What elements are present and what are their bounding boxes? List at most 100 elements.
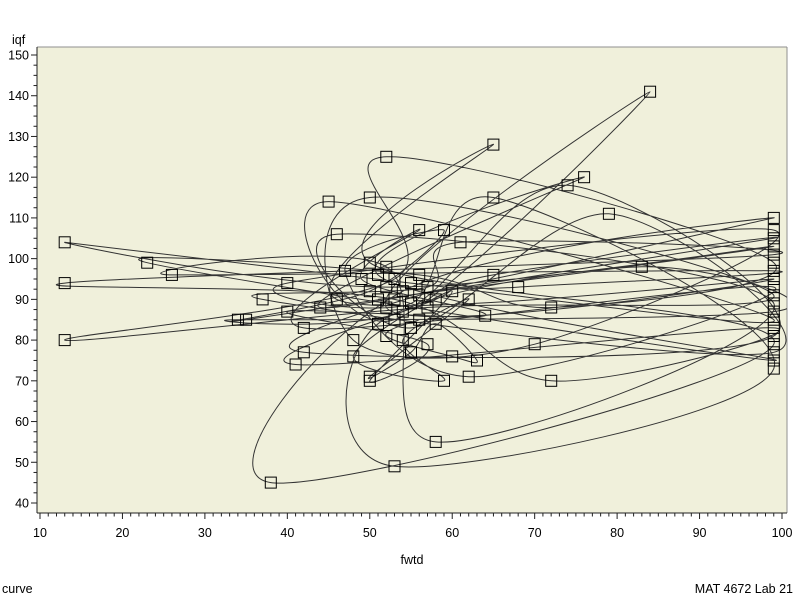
y-tick-label: 140 (8, 89, 29, 103)
y-axis-title: iqf (12, 33, 26, 47)
data-point-marker (413, 289, 426, 302)
data-point-marker (347, 350, 360, 363)
data-point-marker (545, 374, 558, 387)
data-point-marker (330, 228, 343, 241)
data-point-marker (322, 195, 335, 208)
data-point-marker (297, 346, 310, 359)
data-point-marker (438, 374, 450, 387)
data-point-marker (462, 293, 475, 306)
plot-caption: curve (2, 582, 33, 596)
data-point-marker (429, 293, 442, 306)
scatter-curve-chart: 10 20 30 40 50 60 70 80 90 100 40 50 60 70 80 90 100 110 1… (8, 46, 793, 540)
data-point-marker (413, 313, 426, 326)
data-point-marker (487, 268, 500, 281)
data-point-marker (767, 248, 780, 261)
data-point-marker (767, 273, 780, 285)
data-point-marker (635, 260, 648, 273)
data-point-marker (165, 268, 178, 281)
data-point-marker (240, 313, 253, 326)
data-point-marker (380, 301, 393, 314)
data-point-marker (644, 85, 657, 98)
data-point-marker (231, 313, 244, 326)
data-point-marker (388, 460, 401, 473)
data-point-marker (767, 362, 780, 375)
y-tick-label: 70 (15, 374, 29, 388)
marker-layer (58, 85, 780, 489)
x-tick-label: 20 (115, 526, 129, 540)
data-point-marker (314, 301, 327, 314)
data-point-marker (405, 346, 417, 359)
data-point-marker (767, 338, 780, 351)
data-point-marker (355, 273, 368, 285)
data-point-marker (454, 236, 467, 249)
data-point-marker (446, 285, 459, 298)
data-point-marker (578, 171, 591, 184)
data-point-marker (347, 334, 360, 347)
data-point-marker (446, 350, 459, 363)
data-point-marker (141, 256, 154, 269)
data-point-marker (363, 191, 376, 204)
data-point-marker (561, 179, 574, 192)
y-tick-label: 90 (15, 293, 29, 307)
data-point-marker (767, 313, 780, 326)
x-tick-label: 50 (363, 526, 377, 540)
data-point-marker (396, 285, 409, 298)
data-point-marker (421, 301, 434, 314)
data-point-marker (479, 309, 492, 322)
data-point-marker (767, 354, 780, 367)
data-point-marker (767, 321, 780, 334)
data-point-marker (413, 268, 426, 281)
data-point-marker (413, 224, 426, 237)
x-axis-title: fwtd (400, 553, 424, 567)
y-tick-label: 100 (8, 252, 29, 266)
data-point-marker (363, 370, 376, 383)
data-point-marker (767, 256, 780, 269)
data-point-marker (767, 232, 780, 245)
data-point-marker (438, 224, 450, 237)
x-tick-label: 80 (610, 526, 624, 540)
x-tick-label: 10 (33, 526, 47, 540)
data-point-marker (380, 150, 393, 163)
x-tick-label: 70 (528, 526, 542, 540)
data-point-marker (462, 370, 475, 383)
data-point-marker (264, 476, 277, 489)
data-point-marker (396, 305, 409, 318)
y-tick-label: 120 (8, 171, 29, 185)
data-point-marker (405, 277, 417, 290)
data-point-marker (339, 264, 351, 277)
y-tick-label: 60 (15, 415, 29, 429)
data-point-marker (767, 211, 780, 224)
data-point-marker (58, 277, 71, 290)
data-point-marker (388, 313, 401, 326)
data-point-marker (767, 240, 780, 253)
data-point-marker (471, 354, 483, 367)
data-point-marker (602, 207, 615, 220)
y-tick-label: 110 (9, 211, 29, 225)
data-point-marker (512, 281, 525, 294)
data-point-marker (487, 138, 500, 151)
data-point-marker (281, 305, 294, 318)
y-tick-label: 80 (15, 334, 29, 348)
data-point-marker (405, 297, 417, 310)
data-point-marker (281, 277, 294, 290)
x-tick-label: 90 (693, 526, 707, 540)
data-point-marker (421, 338, 434, 351)
data-point-marker (372, 317, 384, 330)
data-point-marker (429, 317, 442, 330)
y-tick-label: 40 (15, 497, 29, 511)
data-point-marker (388, 273, 401, 285)
data-point-marker (767, 297, 780, 310)
y-tick-label: 50 (15, 456, 29, 470)
data-point-marker (363, 256, 376, 269)
plot-area (37, 47, 787, 513)
data-point-marker (767, 224, 780, 237)
data-point-marker (330, 293, 343, 306)
x-tick-label: 100 (772, 526, 793, 540)
data-point-marker (405, 321, 417, 334)
data-point-marker (380, 260, 393, 273)
data-point-marker (767, 305, 780, 318)
data-point-marker (58, 236, 71, 249)
data-point-marker (372, 293, 384, 306)
x-tick-label: 60 (445, 526, 459, 540)
x-tick-label: 30 (198, 526, 212, 540)
